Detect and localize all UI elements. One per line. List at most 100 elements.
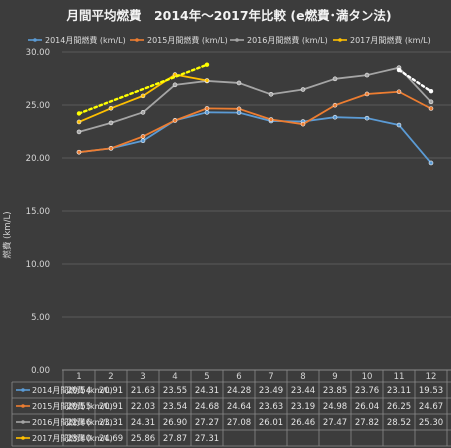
data-point (108, 120, 114, 126)
table-row-label: 2017月間燃費 (km/L) (32, 433, 113, 443)
data-point (268, 117, 274, 122)
table-cell: 19.53 (419, 386, 443, 396)
table-cell: 23.85 (323, 386, 347, 396)
legend-marker (135, 38, 139, 42)
data-point (140, 134, 146, 139)
x-tick-label: 6 (236, 372, 241, 382)
trendline-point (76, 111, 82, 116)
data-point (300, 121, 306, 127)
x-tick-label: 12 (426, 372, 437, 382)
table-cell: 24.31 (131, 418, 155, 428)
y-tick-label: 20.00 (26, 154, 50, 164)
trendline-point (204, 62, 210, 67)
data-point (204, 78, 210, 83)
table-cell: 26.46 (291, 418, 315, 428)
x-tick-label: 9 (332, 372, 337, 382)
x-tick-label: 3 (140, 372, 145, 382)
legend-marker (338, 38, 342, 42)
x-tick-label: 1 (76, 372, 81, 382)
table-cell: 23.44 (291, 386, 315, 396)
data-point (428, 106, 434, 111)
table-cell: 20.91 (99, 402, 123, 412)
series-line (78, 111, 432, 164)
table-cell: 22.03 (131, 402, 155, 412)
data-point (172, 82, 178, 88)
legend-label: 2015月間燃費 (km/L) (147, 35, 228, 45)
table-cell: 24.31 (195, 386, 219, 396)
data-point (396, 89, 402, 95)
data-point (140, 110, 146, 115)
y-tick-label: 25.00 (26, 101, 50, 111)
table-cell: 27.82 (355, 418, 379, 428)
legend-marker (235, 38, 239, 42)
table-cell: 24.67 (419, 402, 443, 412)
y-tick-label: 5.00 (31, 313, 50, 323)
table-legend-marker (21, 404, 25, 408)
data-point (300, 87, 306, 92)
table-cell: 23.54 (163, 402, 187, 412)
series-line (78, 66, 432, 133)
y-tick-label: 15.00 (26, 207, 50, 217)
chart-title: 月間平均燃費 2014年～2017年比較 (e燃費･満タン法) (65, 8, 391, 23)
table-legend-marker (21, 388, 25, 392)
trendline-point (396, 67, 402, 73)
y-tick-label: 0.00 (31, 366, 50, 376)
data-point (140, 93, 146, 99)
table-cell: 27.87 (163, 434, 187, 444)
data-point (76, 119, 82, 125)
data-point (76, 149, 82, 155)
table-cell: 24.98 (323, 402, 347, 412)
trendline (77, 63, 209, 115)
data-point (236, 106, 242, 112)
x-tick-label: 4 (172, 372, 177, 382)
table-cell: 25.86 (131, 434, 155, 444)
data-point (236, 110, 242, 115)
trend-layer (76, 62, 434, 116)
table-cell: 24.28 (227, 386, 251, 396)
data-point (236, 80, 242, 86)
legend-label: 2014月間燃費 (km/L) (45, 35, 126, 45)
table-row-label: 2014月間燃費 (km/L) (32, 385, 113, 395)
data-point (428, 160, 434, 166)
table-cell: 20.54 (67, 386, 91, 396)
table-cell: 23.63 (259, 402, 283, 412)
table-row-label: 2016月間燃費 (km/L) (32, 417, 113, 427)
table-cell: 26.04 (355, 402, 379, 412)
series-layer (76, 65, 434, 166)
table-cell: 20.55 (67, 402, 91, 412)
data-point (204, 106, 210, 111)
table-cell: 27.47 (323, 418, 347, 428)
table-cell: 22.46 (67, 418, 91, 428)
legend-label: 2017月間燃費 (km/L) (350, 35, 431, 45)
table-cell: 24.69 (99, 434, 123, 444)
data-point (108, 105, 114, 111)
trendline-point (428, 89, 434, 94)
table-cell: 23.19 (291, 402, 315, 412)
y-tick-label: 30.00 (26, 48, 50, 58)
table-cell: 26.90 (163, 418, 187, 428)
table-cell: 26.25 (387, 402, 411, 412)
data-point (364, 115, 370, 121)
x-tick-label: 2 (108, 372, 113, 382)
x-tick-label: 5 (204, 372, 209, 382)
x-tick-label: 10 (362, 372, 373, 382)
table-cell: 28.52 (387, 418, 411, 428)
data-point (332, 102, 338, 108)
data-point (364, 72, 370, 78)
data-point (332, 114, 338, 120)
table-cell: 20.91 (99, 386, 123, 396)
data-point (428, 99, 434, 105)
table-legend-marker (21, 436, 25, 440)
table-legend-marker (21, 420, 25, 424)
data-point (76, 129, 82, 135)
trendline (397, 68, 433, 93)
x-tick-label: 11 (394, 372, 405, 382)
table-cell: 26.01 (259, 418, 283, 428)
table-cell: 21.63 (131, 386, 155, 396)
table-cell: 27.08 (227, 418, 251, 428)
table-cell: 25.30 (419, 418, 443, 428)
table-cell: 27.31 (195, 434, 219, 444)
data-point (332, 76, 338, 82)
